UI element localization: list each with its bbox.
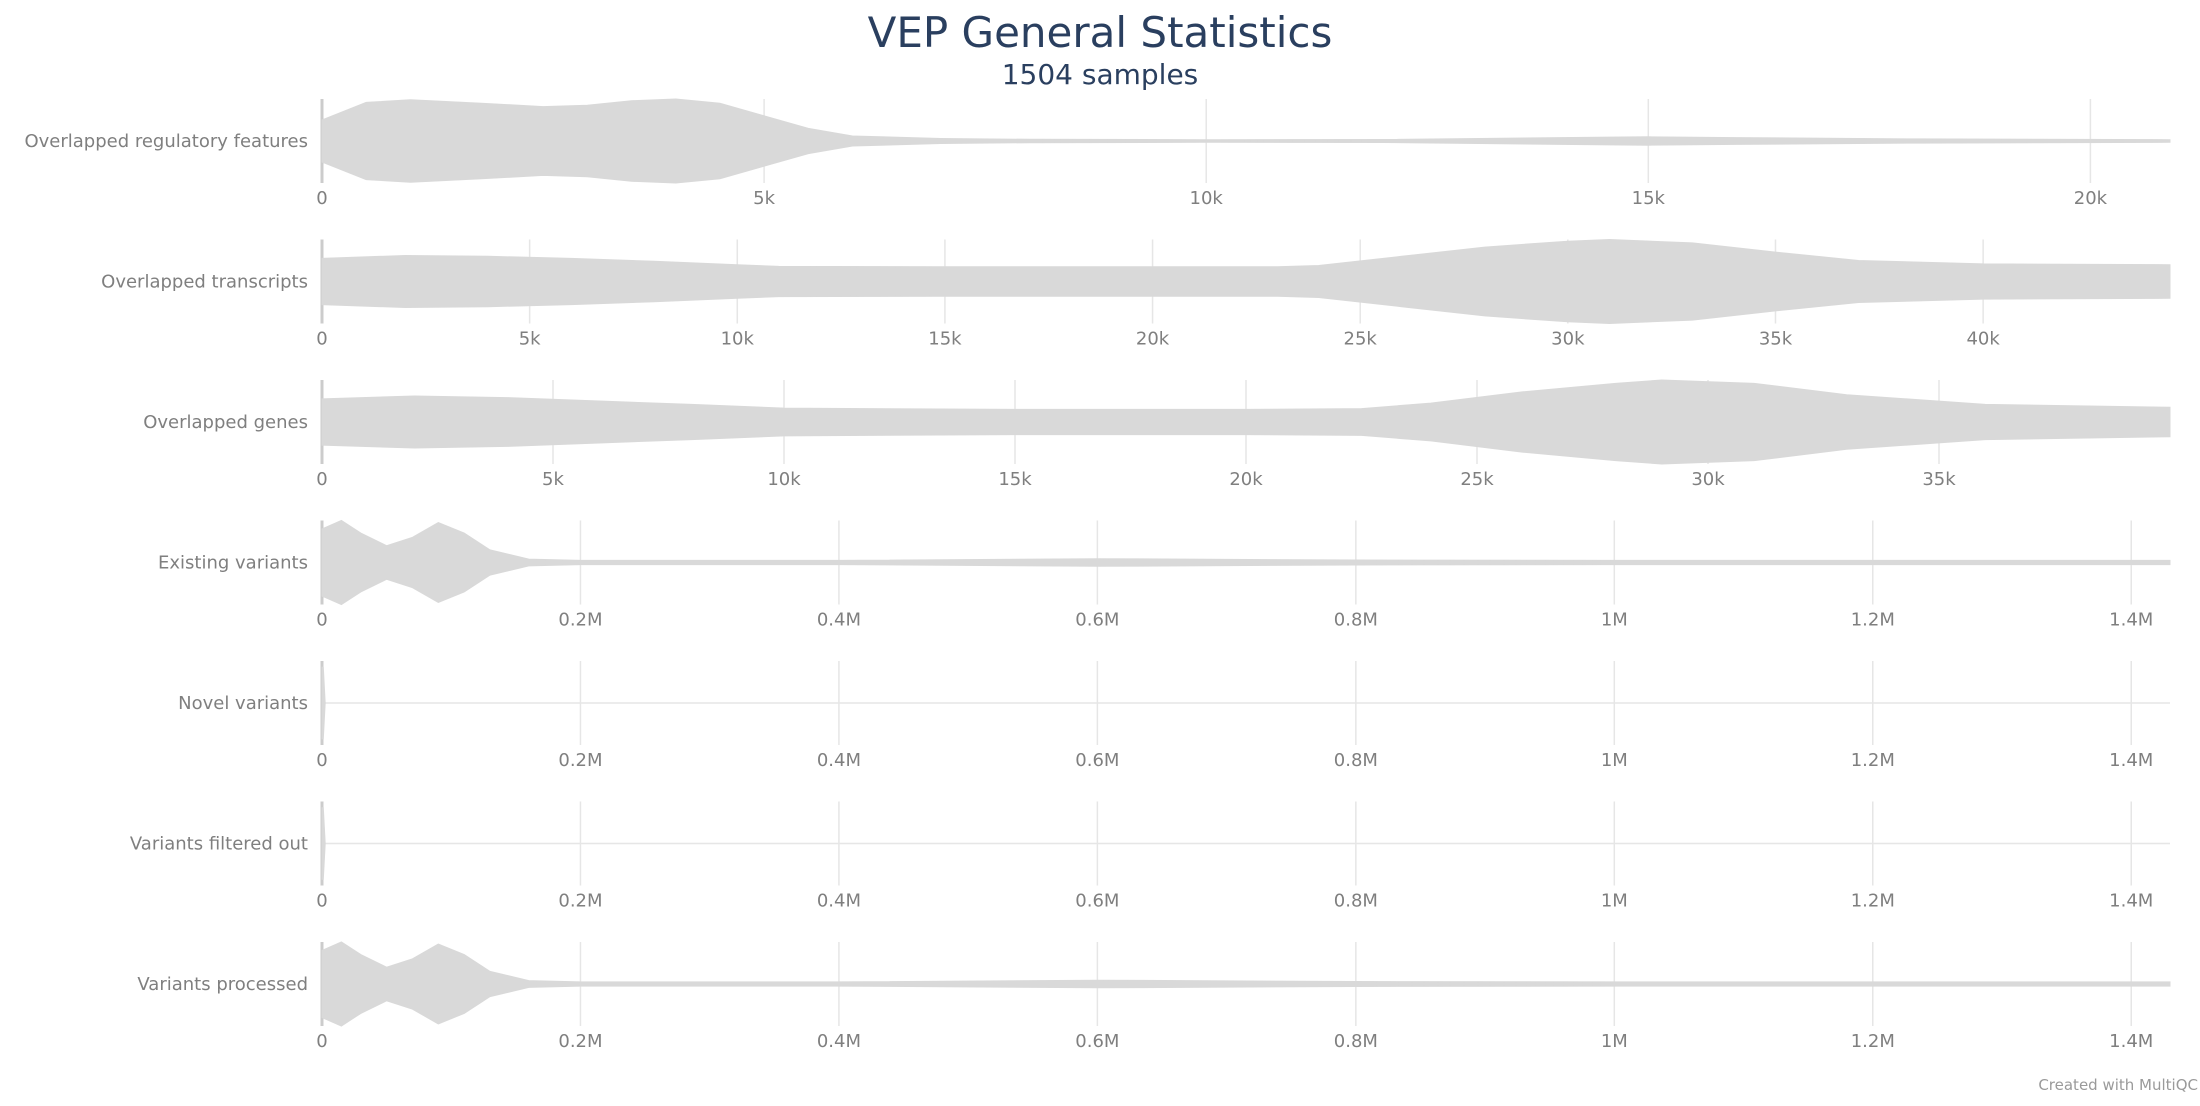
violin-panel: 0 0.2M 0.4M 0.6M 0.8M 1M 1.2M 1.4M Variants filt… (130, 801, 2170, 912)
tick-label: 15k (1632, 188, 1666, 209)
metric-label: Overlapped genes (143, 412, 308, 433)
tick-label: 10k (1190, 188, 1224, 209)
tick-label: 35k (1759, 329, 1793, 350)
chart-title: VEP General Statistics (867, 8, 1333, 57)
tick-label: 1.4M (2109, 750, 2153, 771)
violin-panel: 0 5k 10k 15k 20k 25k 30k 35k 40k Overlapped trans… (101, 238, 2171, 350)
tick-label: 0.4M (817, 750, 861, 771)
tick-label: 0.2M (558, 610, 602, 631)
tick-label: 0.8M (1334, 1031, 1378, 1052)
tick-label: 30k (1551, 329, 1585, 350)
tick-label: 10k (767, 469, 801, 490)
tick-label: 25k (1344, 329, 1378, 350)
tick-label: 10k (721, 329, 755, 350)
violin-shape[interactable] (321, 238, 2171, 325)
metric-label: Overlapped regulatory features (24, 131, 308, 152)
tick-label: 0.6M (1075, 750, 1119, 771)
violin-shape[interactable] (321, 666, 326, 740)
violin-panel: 0 0.2M 0.4M 0.6M 0.8M 1M 1.2M 1.4M Existing vari… (158, 519, 2171, 631)
tick-label: 25k (1460, 469, 1494, 490)
tick-label: 0.6M (1075, 1031, 1119, 1052)
tick-label: 0.8M (1334, 750, 1378, 771)
tick-label: 20k (1229, 469, 1263, 490)
metric-label: Novel variants (178, 693, 308, 714)
tick-label: 0.2M (558, 750, 602, 771)
metric-label: Variants filtered out (130, 834, 308, 855)
tick-label: 0.4M (817, 1031, 861, 1052)
tick-label: 0 (316, 891, 327, 912)
tick-label: 5k (753, 188, 775, 209)
tick-label: 0.6M (1075, 891, 1119, 912)
tick-label: 0 (316, 610, 327, 631)
violin-shape[interactable] (321, 379, 2171, 465)
tick-label: 1.4M (2109, 1031, 2153, 1052)
tick-label: 35k (1922, 469, 1956, 490)
tick-label: 5k (542, 469, 564, 490)
violin-shape[interactable] (321, 941, 2171, 1027)
tick-label: 30k (1691, 469, 1725, 490)
tick-label: 20k (2074, 188, 2108, 209)
tick-label: 1.2M (1851, 610, 1895, 631)
tick-label: 1M (1601, 750, 1628, 771)
tick-label: 0.2M (558, 1031, 602, 1052)
tick-label: 1.4M (2109, 891, 2153, 912)
violin-panel: 0 0.2M 0.4M 0.6M 0.8M 1M 1.2M 1.4M Variants proc… (137, 941, 2171, 1052)
tick-label: 1M (1601, 1031, 1628, 1052)
tick-label: 0 (316, 188, 327, 209)
tick-label: 1.2M (1851, 891, 1895, 912)
tick-label: 1M (1601, 891, 1628, 912)
tick-label: 40k (1966, 329, 2000, 350)
tick-label: 0 (316, 329, 327, 350)
tick-label: 1M (1601, 610, 1628, 631)
tick-label: 0.8M (1334, 891, 1378, 912)
violin-panel: 0 0.2M 0.4M 0.6M 0.8M 1M 1.2M 1.4M Novel variant… (178, 661, 2170, 771)
tick-label: 15k (998, 469, 1032, 490)
tick-label: 0.4M (817, 891, 861, 912)
violin-shape[interactable] (321, 519, 2171, 606)
credit-text: Created with MultiQC (2038, 1076, 2198, 1094)
tick-label: 20k (1136, 329, 1170, 350)
tick-label: 0.8M (1334, 610, 1378, 631)
tick-label: 0.6M (1075, 610, 1119, 631)
tick-label: 0 (316, 469, 327, 490)
tick-label: 15k (928, 329, 962, 350)
tick-label: 1.2M (1851, 750, 1895, 771)
tick-label: 1.2M (1851, 1031, 1895, 1052)
violin-panel: 0 5k 10k 15k 20k Overlapped regulatory featur… (24, 98, 2171, 209)
metric-label: Overlapped transcripts (101, 272, 308, 293)
tick-label: 0 (316, 750, 327, 771)
tick-label: 0.2M (558, 891, 602, 912)
metric-label: Variants processed (137, 974, 308, 995)
violin-shape[interactable] (321, 807, 326, 880)
tick-label: 1.4M (2109, 610, 2153, 631)
tick-label: 0 (316, 1031, 327, 1052)
violin-shape[interactable] (321, 98, 2171, 184)
tick-label: 5k (519, 329, 541, 350)
tick-label: 0.4M (817, 610, 861, 631)
metric-label: Existing variants (158, 553, 308, 574)
chart-subtitle: 1504 samples (1001, 58, 1199, 91)
violin-panel: 0 5k 10k 15k 20k 25k 30k 35k Overlapped genes (143, 379, 2171, 490)
